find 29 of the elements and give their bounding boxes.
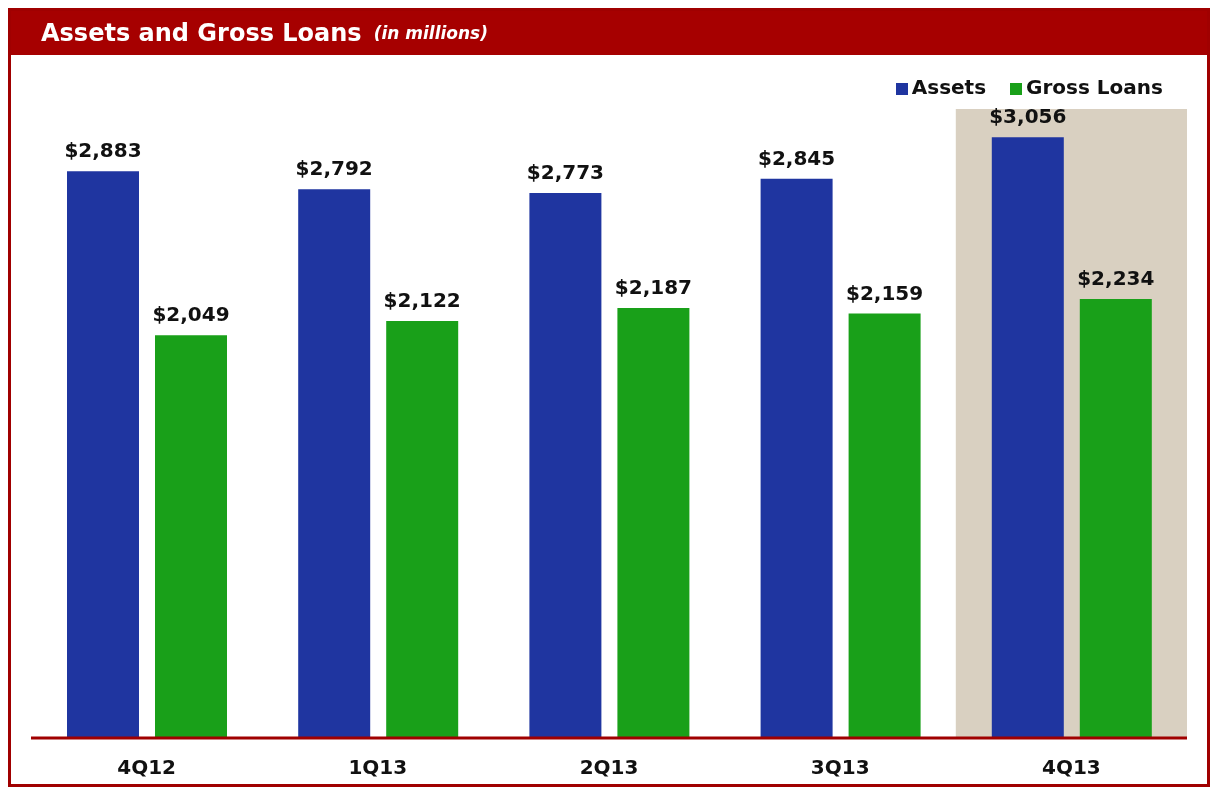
chart-title: Assets and Gross Loans [41,19,362,47]
bar [529,192,602,738]
data-label: $2,049 [152,302,230,327]
data-label: $3,056 [989,104,1067,129]
data-label: $2,845 [758,145,836,170]
chart-subtitle: (in millions) [373,23,488,43]
data-label: $2,883 [64,138,142,163]
x-tick-label: 4Q12 [117,755,176,780]
bar [760,178,833,738]
data-label: $2,122 [383,287,461,312]
bar [991,137,1064,738]
legend-label: Assets [911,75,987,99]
x-tick-label: 4Q13 [1042,755,1101,780]
bar [1079,298,1152,738]
bar [386,320,459,738]
x-tick-label: 2Q13 [579,755,639,780]
x-tick-label: 1Q13 [348,755,408,780]
data-label: $2,773 [526,159,604,184]
bar [298,189,371,738]
data-label: $2,792 [295,156,373,181]
legend-label: Gross Loans [1026,75,1163,99]
bar [848,313,921,738]
bar [617,308,690,738]
data-label: $2,234 [1077,265,1155,290]
x-tick-label: 3Q13 [810,755,870,780]
bar [155,335,227,738]
data-label: $2,159 [846,280,924,305]
bar [67,171,139,738]
data-label: $2,187 [614,275,692,300]
